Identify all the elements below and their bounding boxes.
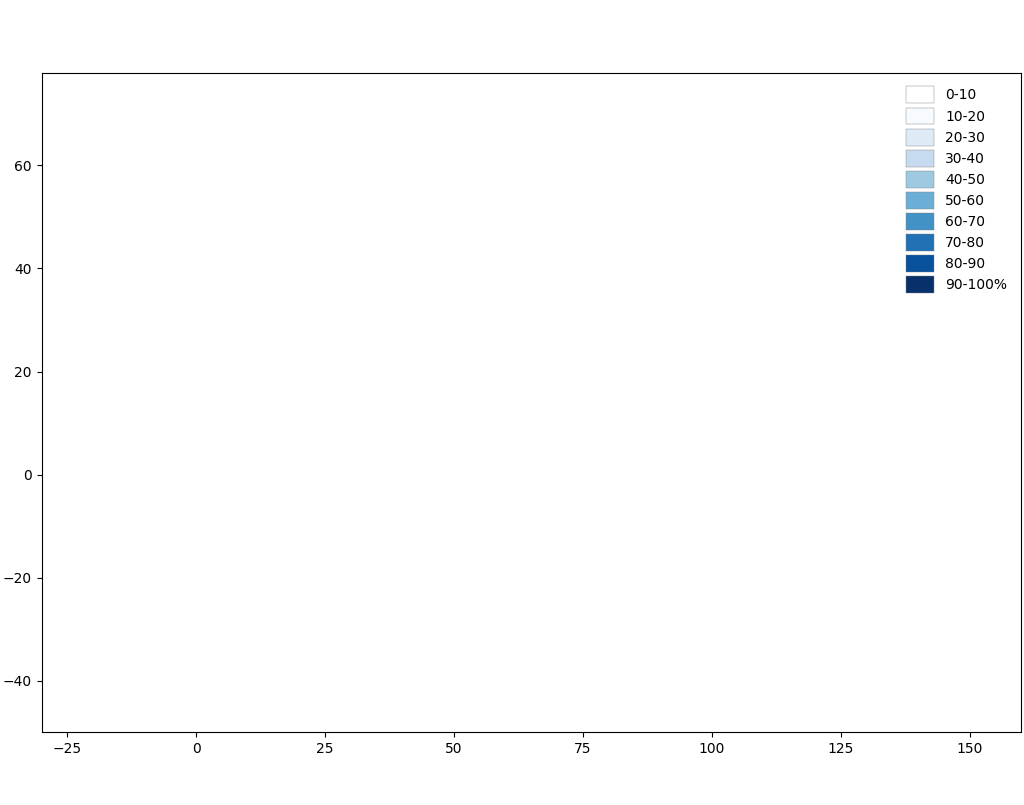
Legend: 0-10, 10-20, 20-30, 30-40, 40-50, 50-60, 60-70, 70-80, 80-90, 90-100%: 0-10, 10-20, 20-30, 30-40, 40-50, 50-60,… (899, 80, 1015, 300)
